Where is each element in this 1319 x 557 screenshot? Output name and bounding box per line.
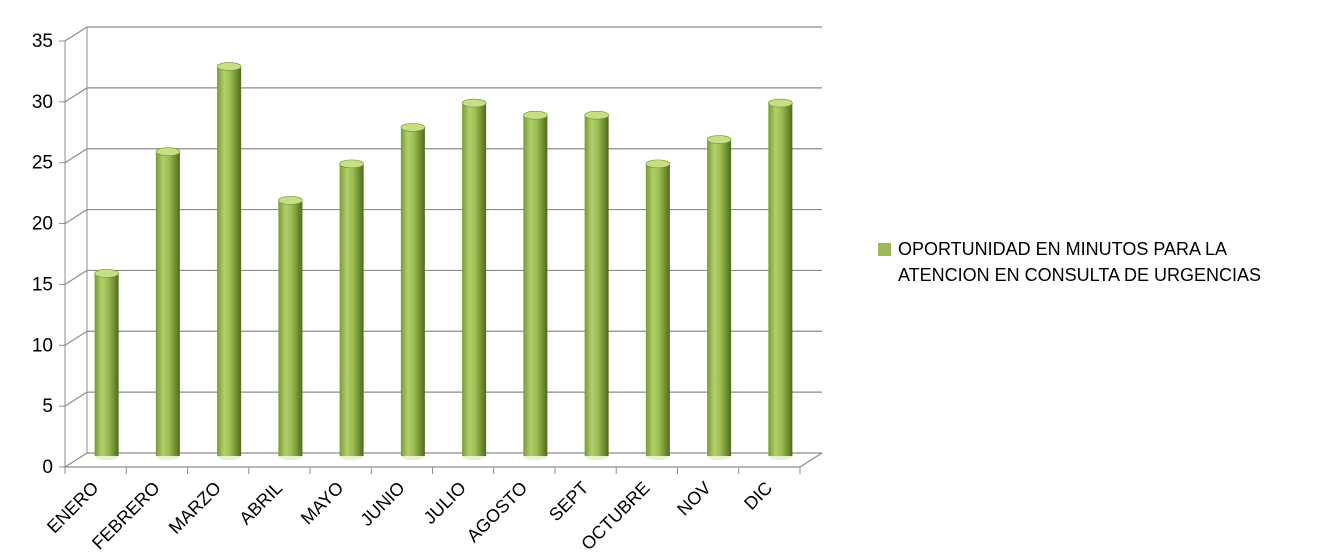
bar xyxy=(339,159,364,460)
y-tick-labels: 0 5 10 15 20 25 30 35 xyxy=(32,31,53,478)
floor-edge xyxy=(799,452,823,468)
bar-body xyxy=(400,127,425,456)
gridline-diagonal xyxy=(64,26,88,42)
bar-top xyxy=(768,98,793,108)
gridlines xyxy=(64,26,822,468)
bar-top xyxy=(94,269,119,278)
bar-top xyxy=(461,98,487,108)
gridline-diagonal xyxy=(64,87,88,103)
bar xyxy=(706,135,732,460)
y-tick-label: 10 xyxy=(32,335,53,356)
bar xyxy=(155,147,181,460)
y-tick-label: 0 xyxy=(42,457,53,478)
gridline-diagonal xyxy=(64,330,88,346)
y-tick-label: 35 xyxy=(32,31,53,52)
y-tick-label: 20 xyxy=(32,214,53,235)
x-tick-label: DIC xyxy=(740,478,776,514)
x-tick-label: JUNIO xyxy=(356,478,408,530)
bar xyxy=(768,98,793,460)
bar-top xyxy=(155,147,181,157)
gridline-diagonal xyxy=(64,452,88,468)
bar-body xyxy=(523,115,548,456)
bar-top xyxy=(278,196,303,205)
bar xyxy=(94,269,119,460)
bar-body xyxy=(584,115,609,456)
gridline-diagonal xyxy=(64,269,88,285)
bars xyxy=(94,62,793,460)
gridline-diagonal xyxy=(64,148,88,164)
bar-body xyxy=(707,139,732,457)
bar-body xyxy=(155,151,180,456)
bar-top xyxy=(645,159,671,169)
bar xyxy=(584,110,609,460)
axes xyxy=(59,27,823,474)
bar xyxy=(461,98,487,460)
bar xyxy=(523,110,548,460)
bar-top xyxy=(523,110,548,120)
x-tick-label: SEPT xyxy=(545,478,592,525)
x-tick-label: MAYO xyxy=(297,478,348,529)
bar-top xyxy=(216,62,242,71)
bar-body xyxy=(94,273,119,456)
x-tick-label: JULIO xyxy=(420,478,470,528)
bar-top xyxy=(339,159,364,169)
gridline-diagonal xyxy=(64,209,88,225)
y-tick-label: 25 xyxy=(32,153,53,174)
bar xyxy=(645,159,671,460)
x-tick-label: ABRIL xyxy=(235,478,286,529)
bar-body xyxy=(645,163,670,456)
x-tick-label: MARZO xyxy=(165,478,225,538)
x-tick-label: NOV xyxy=(673,478,715,520)
bar-body xyxy=(339,163,364,456)
bar-body xyxy=(462,103,487,457)
legend-label: OPORTUNIDAD EN MINUTOS PARA LA ATENCION … xyxy=(898,239,1262,285)
bar xyxy=(400,123,426,460)
x-tick-label: ENERO xyxy=(43,478,102,537)
legend-swatch xyxy=(878,243,891,256)
gridline-diagonal xyxy=(64,391,88,407)
bar-top xyxy=(584,110,609,120)
bar-body xyxy=(278,200,303,456)
bar xyxy=(216,62,242,460)
x-tick-label: AGOSTO xyxy=(463,478,531,546)
bar-top xyxy=(400,123,426,132)
y-tick-label: 5 xyxy=(42,396,53,417)
y-tick-label: 30 xyxy=(32,92,53,113)
y-tick-label: 15 xyxy=(32,274,53,295)
bar-top xyxy=(706,135,732,144)
bar xyxy=(278,196,303,460)
bar-body xyxy=(768,103,793,457)
bar-body xyxy=(217,66,242,456)
